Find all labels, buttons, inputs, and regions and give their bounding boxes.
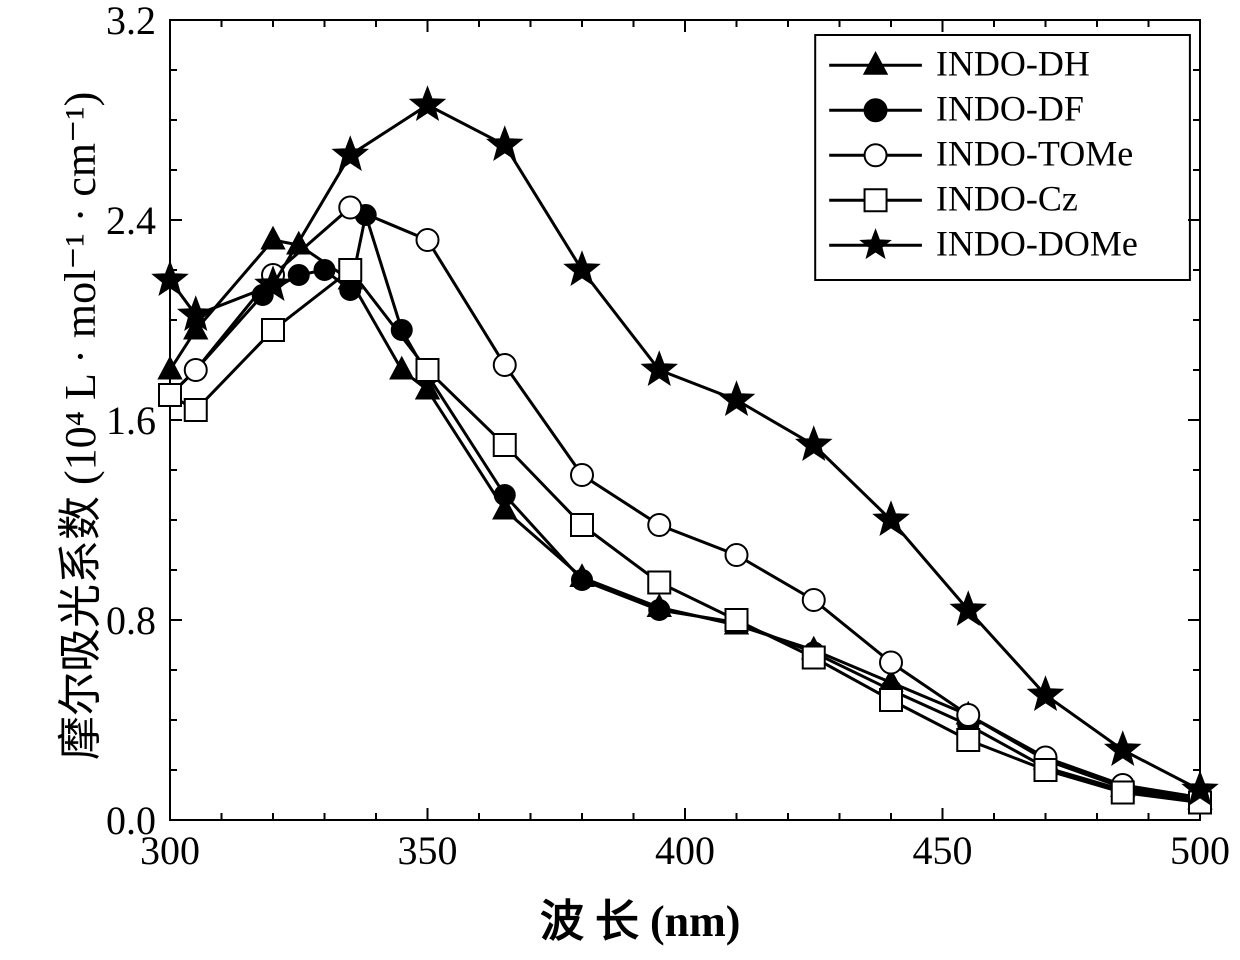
square-open-marker-icon bbox=[1035, 759, 1057, 781]
y-axis-label-text: 摩尔吸光系数 bbox=[56, 496, 105, 760]
star-marker-icon bbox=[566, 253, 598, 284]
triangle-marker-icon bbox=[391, 358, 413, 379]
series-line bbox=[170, 240, 1200, 800]
circle-open-marker-icon bbox=[417, 229, 439, 251]
square-open-marker-icon bbox=[880, 689, 902, 711]
square-open-marker-icon bbox=[803, 647, 825, 669]
triangle-marker-icon bbox=[262, 228, 284, 249]
star-marker-icon bbox=[1107, 733, 1139, 764]
square-open-marker-icon bbox=[1112, 782, 1134, 804]
x-axis-label: 波 长 (nm) bbox=[540, 885, 740, 949]
ytick-label: 0.8 bbox=[106, 598, 156, 643]
plot-svg: 3003504004505000.00.81.62.43.2INDO-DHIND… bbox=[0, 0, 1240, 960]
circle-open-marker-icon bbox=[571, 464, 593, 486]
circle-open-marker-icon bbox=[957, 704, 979, 726]
circle-open-marker-icon bbox=[880, 652, 902, 674]
xtick-label: 350 bbox=[398, 828, 458, 873]
triangle-marker-icon bbox=[159, 358, 181, 379]
circle-open-marker-icon bbox=[803, 589, 825, 611]
x-axis-label-units: (nm) bbox=[650, 897, 740, 946]
square-open-marker-icon bbox=[185, 399, 207, 421]
circle-filled-marker-icon bbox=[649, 600, 669, 620]
series-line bbox=[170, 215, 1200, 800]
star-marker-icon bbox=[411, 88, 443, 119]
circle-filled-marker-icon bbox=[865, 99, 887, 121]
x-axis-label-text: 波 长 bbox=[540, 897, 639, 946]
star-marker-icon bbox=[489, 128, 521, 159]
legend-label: INDO-DOMe bbox=[936, 224, 1138, 264]
square-open-marker-icon bbox=[957, 729, 979, 751]
circle-open-marker-icon bbox=[865, 144, 887, 166]
square-open-marker-icon bbox=[726, 609, 748, 631]
legend: INDO-DH INDO-DF INDO-TOMe INDO-Cz INDO-DOMe bbox=[815, 35, 1190, 280]
series-INDO-TOMe bbox=[159, 197, 1211, 809]
square-open-marker-icon bbox=[339, 259, 361, 281]
square-open-marker-icon bbox=[494, 434, 516, 456]
ytick-label: 3.2 bbox=[106, 0, 156, 43]
star-marker-icon bbox=[334, 138, 366, 169]
triangle-marker-icon bbox=[865, 53, 887, 74]
circle-filled-marker-icon bbox=[289, 265, 309, 285]
circle-open-marker-icon bbox=[185, 359, 207, 381]
absorption-spectrum-figure: 3003504004505000.00.81.62.43.2INDO-DHIND… bbox=[0, 0, 1240, 960]
square-open-marker-icon bbox=[262, 319, 284, 341]
circle-filled-marker-icon bbox=[340, 280, 360, 300]
circle-open-marker-icon bbox=[648, 514, 670, 536]
xtick-label: 450 bbox=[913, 828, 973, 873]
ytick-label: 0.0 bbox=[106, 798, 156, 843]
square-open-marker-icon bbox=[865, 189, 887, 211]
xtick-label: 400 bbox=[655, 828, 715, 873]
series-INDO-DH bbox=[159, 228, 1211, 809]
circle-filled-marker-icon bbox=[572, 570, 592, 590]
square-open-marker-icon bbox=[417, 359, 439, 381]
y-axis-label: 摩尔吸光系数 (10⁴ L · mol⁻¹ · cm⁻¹) bbox=[44, 92, 108, 760]
legend-label: INDO-Cz bbox=[936, 179, 1078, 219]
circle-open-marker-icon bbox=[726, 544, 748, 566]
circle-open-marker-icon bbox=[339, 197, 361, 219]
series-line bbox=[170, 208, 1200, 798]
circle-open-marker-icon bbox=[494, 354, 516, 376]
legend-label: INDO-TOMe bbox=[936, 134, 1133, 174]
circle-filled-marker-icon bbox=[315, 260, 335, 280]
square-open-marker-icon bbox=[648, 572, 670, 594]
circle-filled-marker-icon bbox=[495, 485, 515, 505]
star-marker-icon bbox=[862, 231, 889, 257]
ytick-label: 1.6 bbox=[106, 398, 156, 443]
legend-label: INDO-DF bbox=[936, 89, 1084, 129]
square-open-marker-icon bbox=[159, 384, 181, 406]
ytick-label: 2.4 bbox=[106, 198, 156, 243]
legend-label: INDO-DH bbox=[936, 44, 1090, 84]
square-open-marker-icon bbox=[571, 514, 593, 536]
xtick-label: 500 bbox=[1170, 828, 1230, 873]
star-marker-icon bbox=[720, 383, 752, 414]
y-axis-label-units: (10⁴ L · mol⁻¹ · cm⁻¹) bbox=[56, 92, 105, 485]
